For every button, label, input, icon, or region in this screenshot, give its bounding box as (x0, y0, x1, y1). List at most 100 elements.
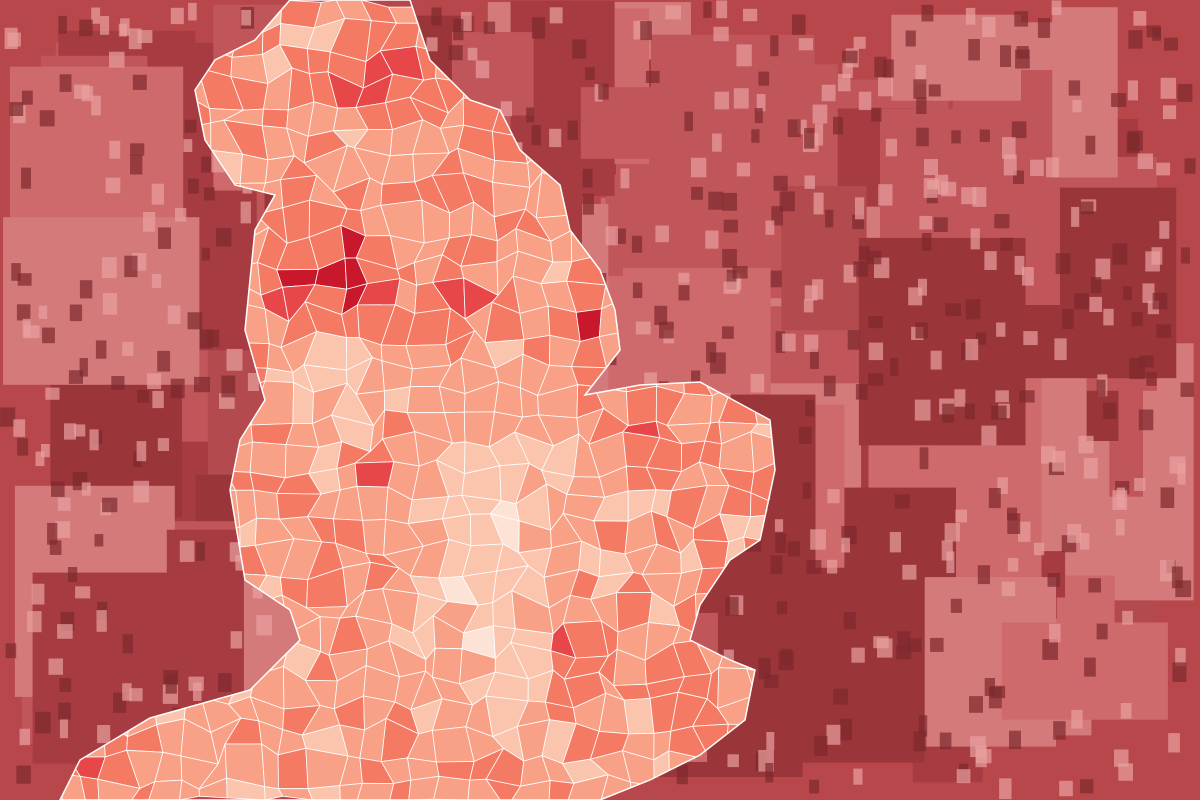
building-window (890, 358, 899, 376)
building-window (151, 273, 162, 289)
building-window (868, 316, 883, 329)
local-authority-region (69, 409, 100, 446)
local-authority-region (752, 388, 775, 426)
building-window (221, 375, 236, 398)
building-window (991, 405, 1007, 420)
local-authority-region (208, 149, 243, 187)
local-authority-region (598, 19, 636, 46)
local-authority-region (666, 302, 712, 345)
local-authority-region (748, 151, 775, 187)
building-window (81, 482, 91, 496)
local-authority-region (71, 109, 105, 132)
building-window (426, 37, 438, 52)
building-window (100, 16, 110, 35)
local-authority-region (206, 546, 241, 579)
local-authority-region (432, 1, 469, 32)
local-authority-region (204, 281, 244, 308)
building-window (1009, 730, 1021, 749)
local-authority-region (648, 50, 679, 76)
local-authority-region (60, 700, 78, 736)
building-window (736, 44, 752, 67)
local-authority-region (153, 255, 193, 292)
building-window (981, 425, 997, 446)
local-authority-region (648, 784, 682, 800)
local-authority-region (153, 234, 188, 259)
building-window (57, 624, 73, 639)
local-authority-region (724, 0, 758, 32)
building-window (1159, 221, 1170, 239)
local-authority-region (60, 444, 71, 464)
building-window (889, 532, 901, 553)
building-window (1139, 355, 1154, 368)
local-authority-region (769, 773, 775, 800)
local-authority-region (178, 0, 212, 37)
local-authority-region (570, 228, 607, 263)
building-window (59, 74, 72, 92)
building-window (885, 138, 898, 157)
building-window (475, 60, 490, 79)
building-window (68, 370, 83, 384)
local-authority-region (682, 361, 714, 397)
building-window (914, 399, 931, 421)
local-authority-region (622, 19, 657, 52)
building-window (1054, 338, 1067, 361)
building-window (170, 7, 184, 25)
building-window (122, 634, 133, 654)
local-authority-region (566, 33, 609, 59)
building-window (1000, 45, 1011, 67)
local-authority-region (236, 0, 264, 33)
local-authority-region (182, 355, 212, 394)
building-window (96, 610, 107, 632)
building-window (230, 631, 243, 649)
local-authority-region (123, 409, 159, 447)
building (1052, 7, 1118, 178)
building-window (101, 257, 117, 279)
local-authority-region (174, 330, 212, 358)
local-authority-region (754, 288, 775, 323)
building-window (874, 56, 887, 78)
building-window (676, 764, 688, 785)
local-authority-region (668, 202, 713, 236)
local-authority-region (356, 782, 395, 800)
building-window (1033, 542, 1045, 556)
local-authority-region (539, 95, 574, 130)
building-window (1123, 286, 1132, 301)
local-authority-region (693, 773, 737, 800)
local-authority-region (60, 95, 90, 132)
local-authority-region (643, 0, 672, 29)
building-window (843, 264, 857, 283)
local-authority-region (60, 0, 78, 37)
building-window (1118, 763, 1133, 781)
building-window (21, 167, 31, 189)
local-authority-region (60, 396, 85, 411)
building-window (1090, 277, 1102, 294)
building-window (982, 16, 996, 38)
local-authority-region (640, 150, 685, 189)
building-window (894, 494, 910, 509)
local-authority-region (695, 622, 727, 646)
building-window (995, 390, 1009, 403)
building-window (758, 71, 770, 86)
local-authority-region (621, 178, 660, 217)
local-authority-region (697, 328, 729, 373)
local-authority-region (722, 49, 751, 84)
local-authority-region (383, 386, 411, 414)
building-window (35, 451, 45, 467)
local-authority-region (467, 17, 487, 51)
local-authority-region (122, 620, 157, 656)
building-window (137, 30, 153, 43)
building-window (916, 127, 929, 147)
local-authority-region (148, 779, 183, 800)
local-authority-region (199, 182, 241, 209)
building-window (1114, 749, 1129, 767)
local-authority-region (696, 257, 737, 287)
local-authority-region (750, 615, 775, 650)
local-authority-region (566, 0, 609, 37)
building-window (782, 333, 796, 352)
building-window (94, 534, 104, 547)
building-window (964, 403, 975, 420)
local-authority-region (747, 49, 775, 72)
local-authority-region (79, 391, 104, 412)
building-window (1007, 513, 1021, 534)
building-window (803, 299, 814, 313)
